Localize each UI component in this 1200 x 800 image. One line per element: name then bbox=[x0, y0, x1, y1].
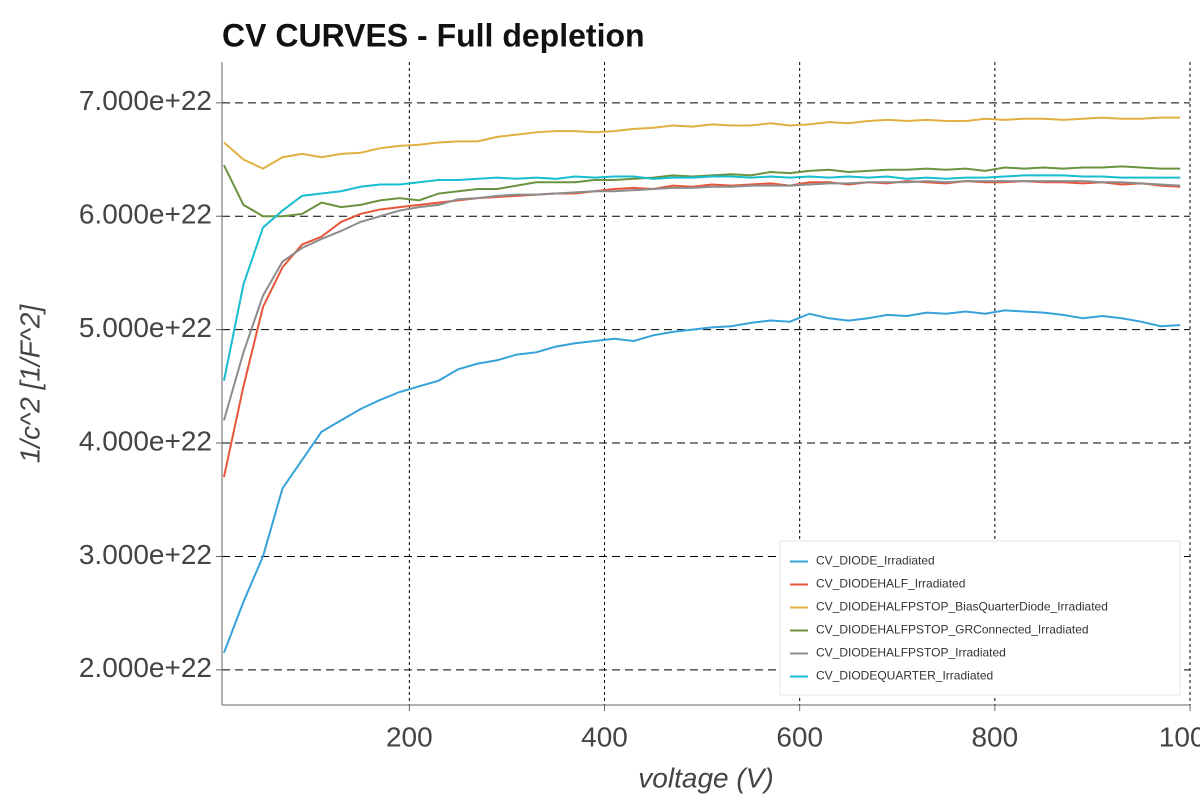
y-axis-label: 1/c^2 [1/F^2] bbox=[14, 304, 45, 464]
series-line bbox=[222, 180, 1181, 421]
legend-label: CV_DIODE_Irradiated bbox=[816, 554, 935, 568]
y-tick-label: 3.000e+22 bbox=[79, 539, 212, 570]
chart-title: CV CURVES - Full depletion bbox=[222, 17, 645, 53]
x-axis-label: voltage (V) bbox=[638, 762, 773, 793]
series-line bbox=[222, 174, 1181, 381]
legend-label: CV_DIODEHALF_Irradiated bbox=[816, 577, 965, 591]
x-tick-label: 600 bbox=[776, 721, 823, 752]
x-tick-label: 400 bbox=[581, 721, 628, 752]
plot-area bbox=[222, 116, 1181, 654]
x-tick-label: 200 bbox=[386, 721, 433, 752]
legend-label: CV_DIODEHALFPSTOP_BiasQuarterDiode_Irrad… bbox=[816, 600, 1108, 614]
y-tick-label: 7.000e+22 bbox=[79, 85, 212, 116]
y-tick-label: 5.000e+22 bbox=[79, 312, 212, 343]
legend-label: CV_DIODEHALFPSTOP_GRConnected_Irradiated bbox=[816, 623, 1089, 637]
series-line bbox=[223, 309, 1181, 654]
legend-label: CV_DIODEQUARTER_Irradiated bbox=[816, 669, 993, 683]
legend-box bbox=[779, 540, 1181, 696]
series-line bbox=[223, 164, 1181, 218]
x-tick-label: 800 bbox=[971, 721, 1018, 752]
legend-label: CV_DIODEHALFPSTOP_Irradiated bbox=[816, 646, 1006, 660]
x-tick-label: 1000 bbox=[1159, 721, 1200, 752]
series-line bbox=[223, 116, 1181, 170]
y-tick-label: 6.000e+22 bbox=[79, 199, 212, 230]
y-tick-label: 2.000e+22 bbox=[79, 652, 212, 683]
y-tick-label: 4.000e+22 bbox=[79, 425, 212, 456]
